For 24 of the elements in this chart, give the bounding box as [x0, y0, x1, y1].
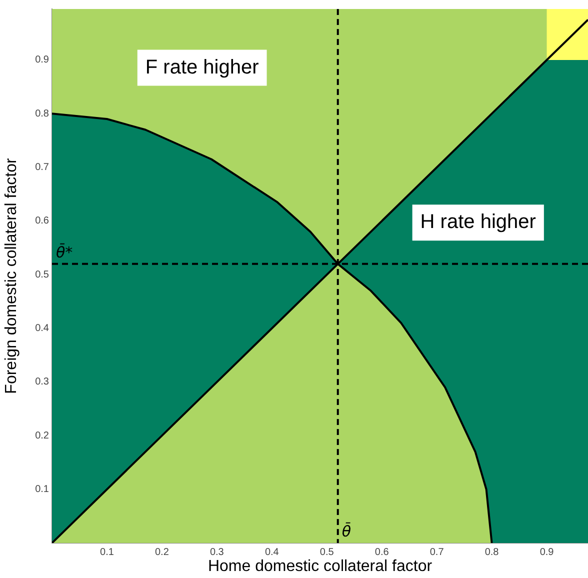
y-tick-label: 0.9: [35, 54, 50, 66]
x-tick-label: 0.7: [430, 546, 444, 558]
annotation: F rate higher: [145, 56, 260, 78]
y-tick-label: 0.2: [35, 430, 50, 442]
x-tick-label: 0.5: [320, 546, 334, 558]
y-tick-label: 0.8: [35, 108, 50, 120]
annotation: H rate higher: [420, 211, 536, 234]
y-tick-label: 0.1: [35, 484, 50, 496]
x-tick-label: 0.3: [210, 546, 224, 558]
y-axis-title: Foreign domestic collateral factor: [3, 158, 20, 394]
ref-line-label: θ̄*: [56, 242, 74, 262]
y-tick-label: 0.6: [35, 216, 50, 227]
x-axis-title: Home domestic collateral factor: [208, 558, 433, 575]
x-tick-label: 0.8: [484, 546, 500, 558]
x-tick-label: 0.2: [154, 546, 170, 558]
ref-line-label: θ̄: [342, 522, 352, 540]
y-tick-label: 0.4: [35, 323, 50, 334]
x-tick-label: 0.6: [374, 546, 390, 558]
y-tick-label: 0.5: [35, 269, 50, 280]
y-tick-label: 0.7: [35, 162, 50, 174]
y-tick-label: 0.3: [35, 376, 50, 388]
x-tick-label: 0.4: [264, 546, 280, 558]
x-tick-label: 0.9: [540, 546, 554, 558]
x-tick-label: 0.1: [100, 546, 114, 558]
